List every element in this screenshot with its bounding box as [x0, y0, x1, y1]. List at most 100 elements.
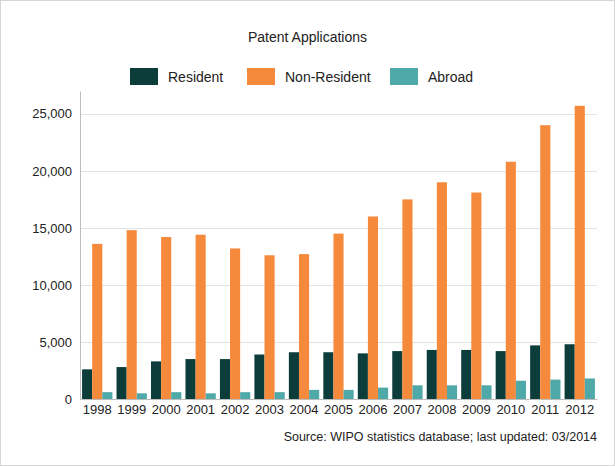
- bar: [344, 390, 354, 399]
- grid-line: [80, 171, 597, 172]
- bar: [185, 359, 195, 399]
- y-axis-line: [80, 92, 81, 400]
- bar: [161, 237, 171, 399]
- bar: [358, 353, 368, 399]
- x-tick: 2010: [496, 399, 525, 417]
- bar: [151, 361, 161, 399]
- x-tick-label: 2005: [324, 402, 353, 417]
- legend: Resident Non-Resident Abroad: [130, 68, 473, 85]
- bar: [447, 385, 457, 399]
- grid-line: [80, 114, 597, 115]
- bar: [506, 162, 516, 399]
- bar: [540, 125, 550, 399]
- x-tick: 2000: [152, 399, 181, 417]
- y-tick-label: 0: [65, 392, 72, 407]
- x-tick-label: 2008: [427, 402, 456, 417]
- y-tick: 10,000: [32, 278, 80, 293]
- x-tick: 2008: [427, 399, 456, 417]
- x-axis: 1998 1999 2000 2001 2002 2003 2004 2005 2006 2007…: [81, 399, 598, 417]
- y-tick-label: 20,000: [32, 164, 72, 179]
- bar: [102, 392, 112, 399]
- bar: [127, 230, 137, 399]
- legend-label: Abroad: [428, 69, 473, 85]
- y-tick: 0: [65, 392, 80, 407]
- grid-line: [80, 228, 597, 229]
- x-tick-label: 2007: [393, 402, 422, 417]
- bar: [171, 392, 181, 399]
- grid-line: [80, 399, 597, 400]
- bar: [550, 380, 560, 399]
- x-tick-label: 2010: [496, 402, 525, 417]
- x-tick-label: 2000: [152, 402, 181, 417]
- bar: [333, 234, 343, 399]
- bar: [471, 193, 481, 399]
- bar: [378, 388, 388, 399]
- bar: [220, 359, 230, 399]
- bar: [565, 344, 575, 399]
- y-axis: 0 5,000 10,000 15,000 20,000 25,000: [32, 92, 80, 407]
- legend-swatch: [130, 68, 158, 85]
- x-tick: 2004: [290, 399, 319, 417]
- x-tick-label: 2002: [221, 402, 250, 417]
- y-tick: 5,000: [39, 335, 80, 350]
- y-tick-label: 10,000: [32, 278, 72, 293]
- x-tick-label: 1998: [83, 402, 112, 417]
- x-tick: 2009: [462, 399, 491, 417]
- source: Source: WIPO statistics database; last u…: [284, 430, 597, 444]
- legend-label: Resident: [168, 69, 223, 85]
- x-tick: 1999: [117, 399, 146, 417]
- bar-series: [82, 344, 575, 399]
- bar-series: [92, 106, 585, 399]
- bar: [137, 393, 147, 399]
- x-tick: 2003: [255, 399, 284, 417]
- chart: Patent Applications 0 5,000 10,000 15,000 20,…: [0, 0, 615, 466]
- x-tick: 2002: [221, 399, 250, 417]
- y-tick: 25,000: [32, 106, 80, 121]
- bars: [82, 106, 595, 399]
- x-axis-line: [81, 399, 598, 400]
- y-tick: 15,000: [32, 221, 80, 236]
- x-tick: 2012: [565, 399, 594, 417]
- legend-label: Non-Resident: [285, 69, 371, 85]
- bar: [309, 390, 319, 399]
- x-tick-label: 2004: [290, 402, 319, 417]
- x-tick-label: 2006: [359, 402, 388, 417]
- bar: [206, 393, 216, 399]
- y-tick: 20,000: [32, 164, 80, 179]
- x-tick-label: 2001: [186, 402, 215, 417]
- bar: [117, 367, 127, 399]
- bar: [82, 369, 92, 399]
- x-tick-label: 2003: [255, 402, 284, 417]
- y-tick-label: 15,000: [32, 221, 72, 236]
- bar: [427, 350, 437, 399]
- x-tick: 2011: [531, 399, 559, 417]
- bar: [254, 355, 264, 399]
- bar: [461, 350, 471, 399]
- bar: [323, 352, 333, 399]
- bar: [530, 345, 540, 399]
- x-tick-label: 2012: [565, 402, 594, 417]
- bar: [575, 106, 585, 399]
- bar: [368, 216, 378, 399]
- y-tick-label: 25,000: [32, 106, 72, 121]
- x-tick-label: 1999: [117, 402, 146, 417]
- x-tick: 1998: [83, 399, 112, 417]
- grid: [80, 115, 597, 400]
- x-tick: 2007: [393, 399, 422, 417]
- bar: [275, 392, 285, 399]
- y-tick-label: 5,000: [39, 335, 72, 350]
- x-tick: 2006: [359, 399, 388, 417]
- bar: [230, 248, 240, 399]
- legend-swatch: [247, 68, 275, 85]
- x-tick-label: 2011: [531, 402, 559, 417]
- bar: [196, 235, 206, 399]
- bar: [496, 351, 506, 399]
- bar: [92, 244, 102, 399]
- bar: [392, 351, 402, 399]
- x-tick: 2001: [186, 399, 215, 417]
- bar: [265, 255, 275, 399]
- x-tick: 2005: [324, 399, 353, 417]
- title: Patent Applications: [248, 29, 367, 45]
- background: [1, 1, 615, 466]
- bar: [516, 381, 526, 399]
